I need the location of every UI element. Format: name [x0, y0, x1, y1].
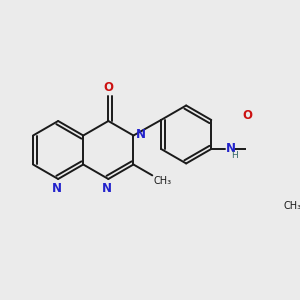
Text: CH₃: CH₃ — [284, 201, 300, 211]
Text: O: O — [103, 81, 113, 94]
Text: N: N — [52, 182, 62, 195]
Text: N: N — [102, 182, 112, 195]
Text: H: H — [232, 151, 238, 160]
Text: N: N — [136, 128, 146, 141]
Text: N: N — [226, 142, 236, 155]
Text: CH₃: CH₃ — [153, 176, 171, 186]
Text: O: O — [242, 109, 253, 122]
